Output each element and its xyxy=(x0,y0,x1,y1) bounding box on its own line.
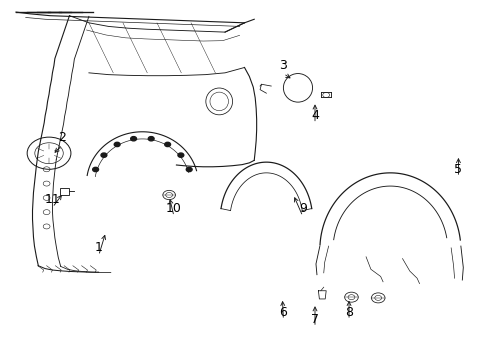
Text: 9: 9 xyxy=(298,202,306,215)
Circle shape xyxy=(186,167,192,172)
Text: 10: 10 xyxy=(166,202,182,215)
Text: 7: 7 xyxy=(310,313,318,326)
Circle shape xyxy=(114,142,120,147)
Bar xyxy=(60,188,69,195)
Circle shape xyxy=(178,153,183,157)
Circle shape xyxy=(148,136,154,141)
Circle shape xyxy=(164,142,170,147)
Text: 4: 4 xyxy=(310,109,318,122)
Circle shape xyxy=(101,153,106,157)
Circle shape xyxy=(93,167,98,172)
Text: 11: 11 xyxy=(44,193,60,206)
Text: 1: 1 xyxy=(95,241,102,255)
Text: 8: 8 xyxy=(345,306,352,319)
Circle shape xyxy=(130,136,136,141)
Text: 3: 3 xyxy=(279,59,287,72)
Text: 2: 2 xyxy=(58,131,66,144)
Text: 5: 5 xyxy=(453,163,462,176)
Text: 6: 6 xyxy=(279,306,287,319)
